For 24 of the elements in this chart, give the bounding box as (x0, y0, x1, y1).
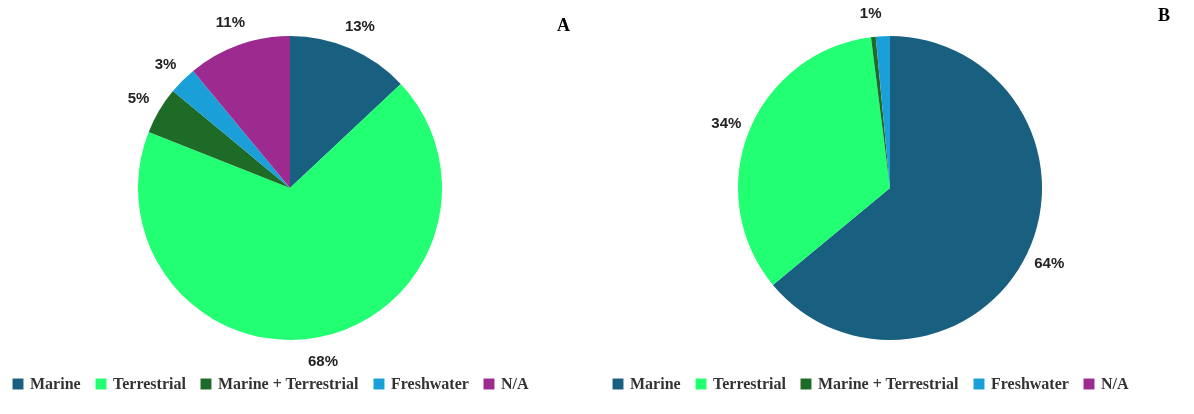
pie-slice (290, 36, 401, 188)
legend-label: Freshwater (991, 375, 1069, 392)
slice-label: Marine (630, 375, 681, 392)
data-label: 5% (127, 89, 150, 107)
data-label: 64% (1034, 253, 1065, 271)
pie-slice (193, 36, 290, 188)
legend-label: Freshwater (391, 375, 469, 392)
legend-label: Marine (30, 375, 81, 392)
legend-label: N/A (501, 375, 529, 392)
pie-slice (172, 70, 290, 188)
chart-title: B (1157, 5, 1170, 25)
pie-slice (148, 91, 290, 188)
legend-label: Marine + Terrestrial (218, 375, 359, 392)
data-label: 34% (711, 114, 742, 132)
data-label: 13% (344, 17, 375, 35)
chart-title: A (557, 15, 570, 36)
legend-label: Terrestrial (113, 375, 187, 392)
data-label: 3% (154, 54, 177, 72)
legend-label: N/A (1101, 375, 1129, 392)
legend-label: Marine + Terrestrial (818, 375, 959, 392)
data-label: 1% (859, 4, 882, 22)
legend-label: Terrestrial (713, 375, 787, 392)
data-label: 11% (215, 13, 245, 31)
data-label: 68% (307, 351, 338, 369)
